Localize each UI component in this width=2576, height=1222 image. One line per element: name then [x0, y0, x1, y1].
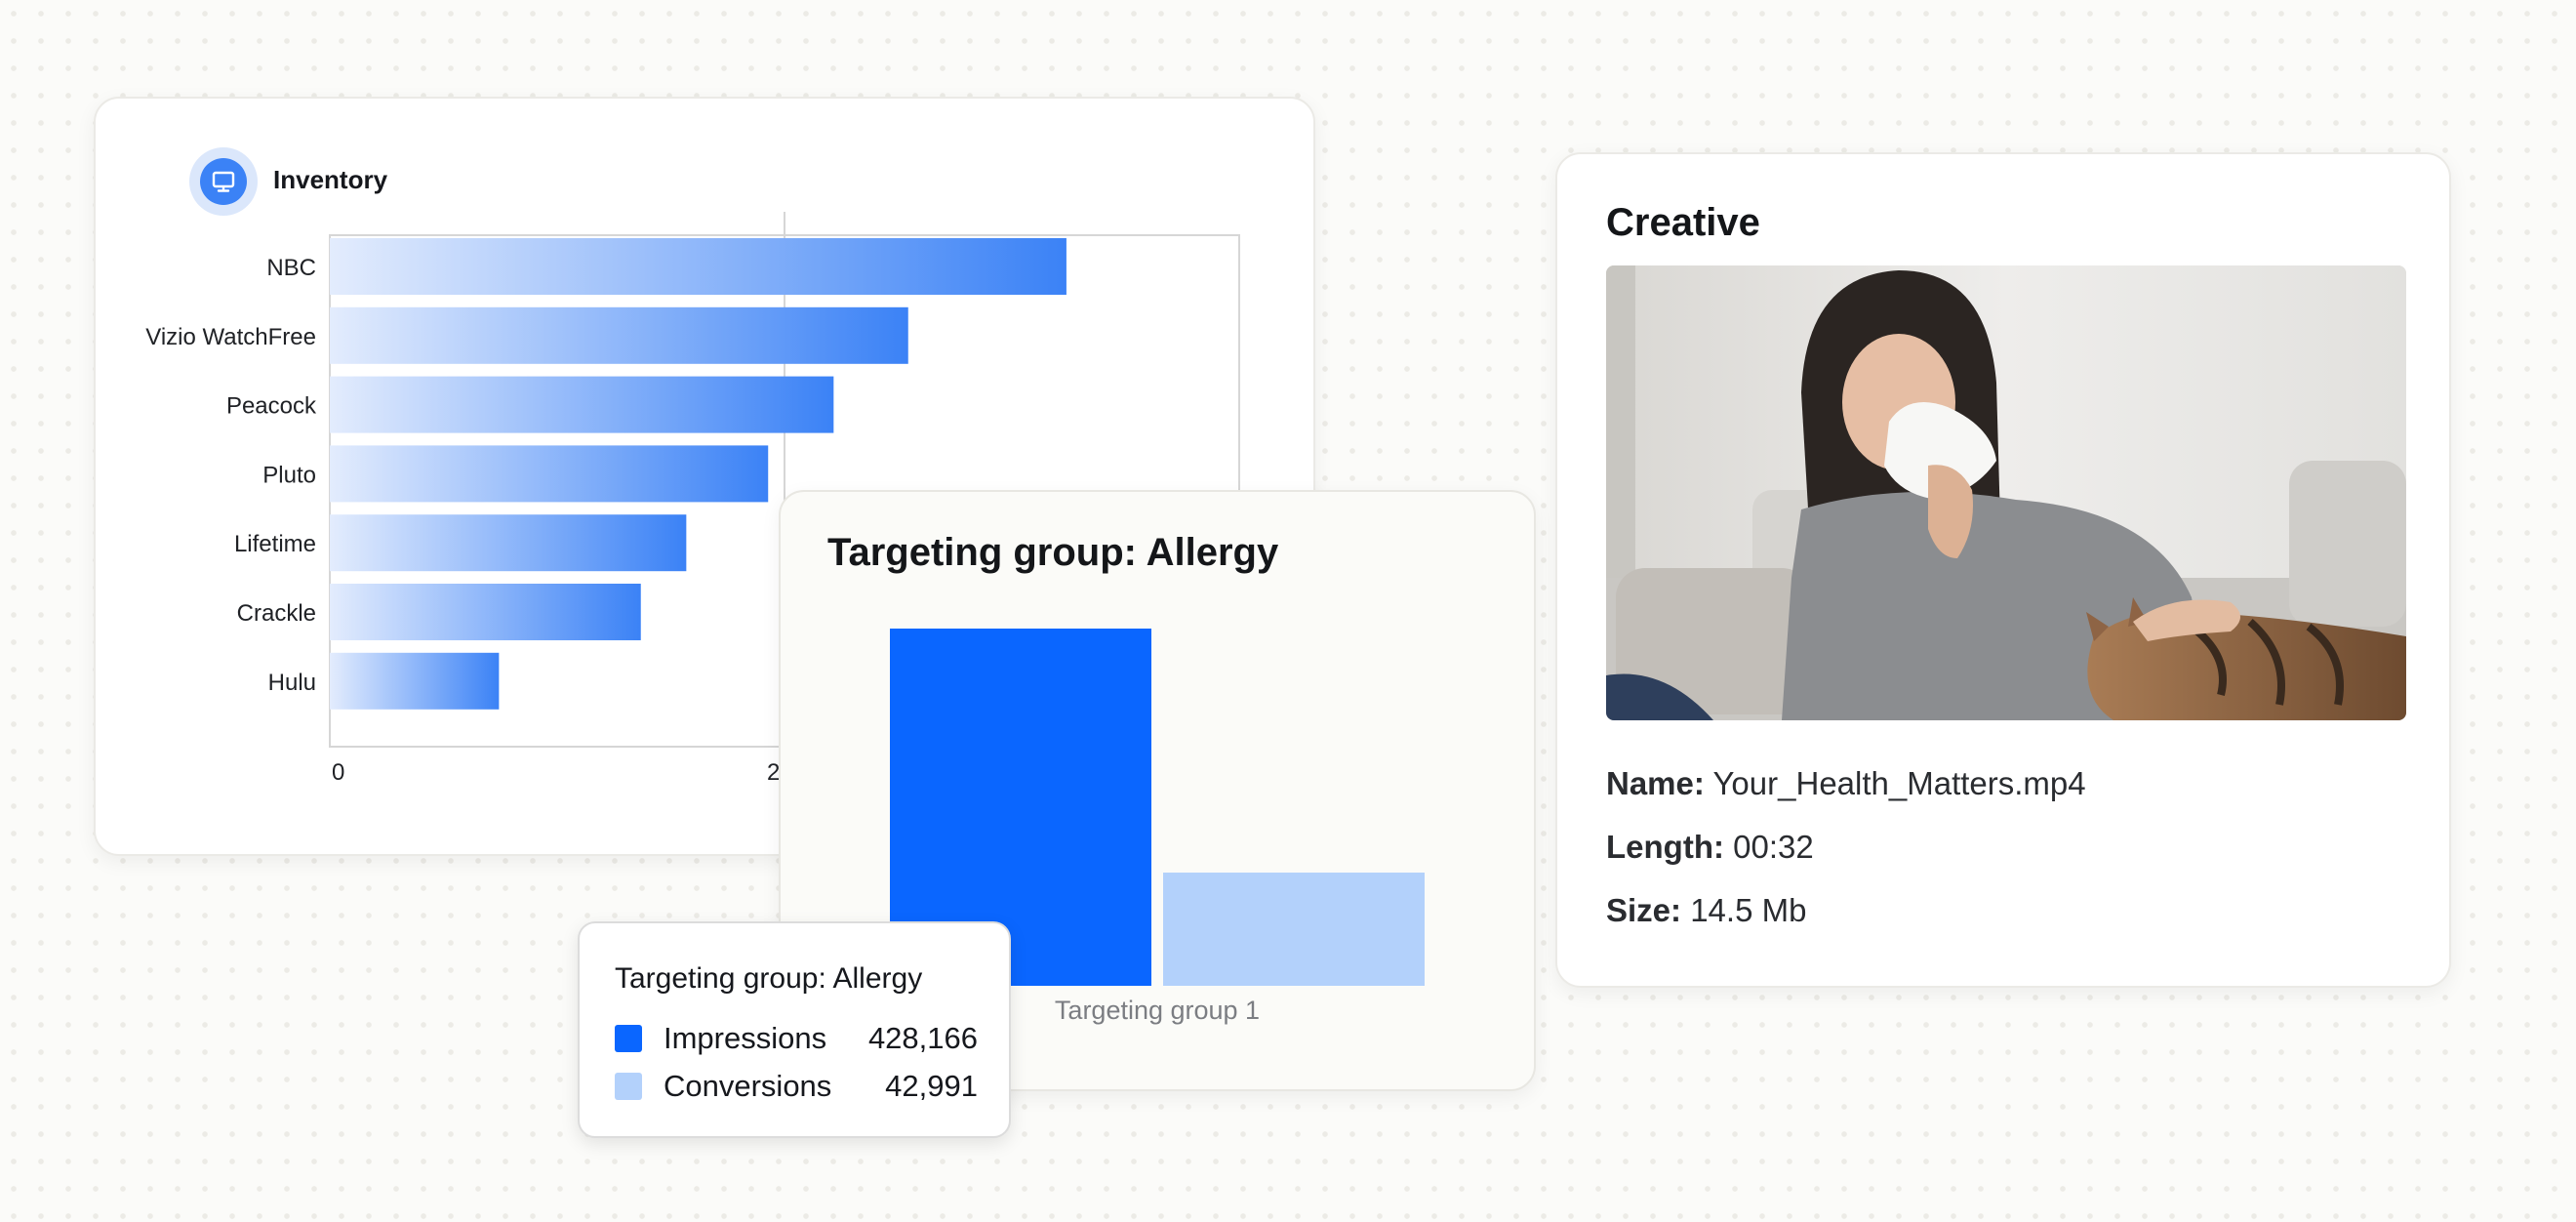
creative-name-value: Your_Health_Matters.mp4	[1712, 765, 2086, 801]
creative-size-value: 14.5 Mb	[1690, 892, 1807, 928]
x-tick-label: 0	[332, 759, 344, 786]
monitor-icon	[200, 158, 247, 205]
creative-length-label: Length:	[1606, 829, 1724, 865]
creative-size-label: Size:	[1606, 892, 1682, 928]
category-label: Crackle	[237, 600, 316, 627]
inventory-badge	[189, 147, 258, 216]
targeting-card: Targeting group: Allergy Targeting group…	[779, 490, 1536, 1091]
targeting-title: Targeting group: Allergy	[827, 531, 1279, 574]
tooltip-row-value: 428,166	[867, 1021, 978, 1055]
category-label: Pluto	[262, 462, 316, 488]
bar-nbc[interactable]	[330, 238, 1067, 295]
conversions-swatch	[615, 1073, 642, 1100]
creative-card: Creative	[1555, 152, 2451, 988]
inventory-card: Inventory NBC Vizio WatchFree Peacock Pluto…	[94, 97, 1315, 856]
chart-tooltip: Targeting group: Allergy Impressions 428…	[578, 921, 1011, 1138]
bar-crackle[interactable]	[330, 584, 641, 640]
inventory-title: Inventory	[273, 165, 388, 194]
creative-name-label: Name:	[1606, 765, 1705, 801]
impressions-swatch	[615, 1025, 642, 1052]
bar-hulu[interactable]	[330, 652, 500, 710]
category-label: Vizio WatchFree	[145, 324, 316, 350]
bar-pluto[interactable]	[330, 445, 769, 503]
creative-size-row: Size: 14.5 Mb	[1606, 892, 1806, 929]
tooltip-row-label: Impressions	[664, 1021, 827, 1055]
category-label: Peacock	[226, 393, 317, 420]
category-label: NBC	[266, 255, 316, 281]
creative-length-row: Length: 00:32	[1606, 829, 1814, 866]
tooltip-row-value: 42,991	[885, 1069, 978, 1103]
tooltip-row-label: Conversions	[664, 1069, 832, 1103]
tooltip-row-impressions: Impressions 428,166	[615, 1019, 978, 1058]
bar-lifetime[interactable]	[330, 514, 687, 572]
creative-name-row: Name: Your_Health_Matters.mp4	[1606, 765, 2086, 802]
bar-vizio-watchfree[interactable]	[330, 306, 908, 364]
inventory-bar-chart: NBC Vizio WatchFree Peacock Pluto Lifetime Cr…	[145, 212, 1240, 786]
bar-conversions[interactable]	[1163, 873, 1425, 986]
x-category-label: Targeting group 1	[1055, 996, 1260, 1025]
targeting-bar-chart: Targeting group 1	[890, 629, 1425, 1025]
tooltip-row-conversions: Conversions 42,991	[615, 1067, 978, 1106]
tooltip-title: Targeting group: Allergy	[615, 962, 923, 995]
category-label: Lifetime	[234, 531, 316, 557]
creative-photo	[1606, 265, 2406, 720]
category-label: Hulu	[268, 670, 316, 696]
creative-length-value: 00:32	[1733, 829, 1814, 865]
bar-peacock[interactable]	[330, 376, 834, 433]
creative-title: Creative	[1606, 201, 1760, 244]
